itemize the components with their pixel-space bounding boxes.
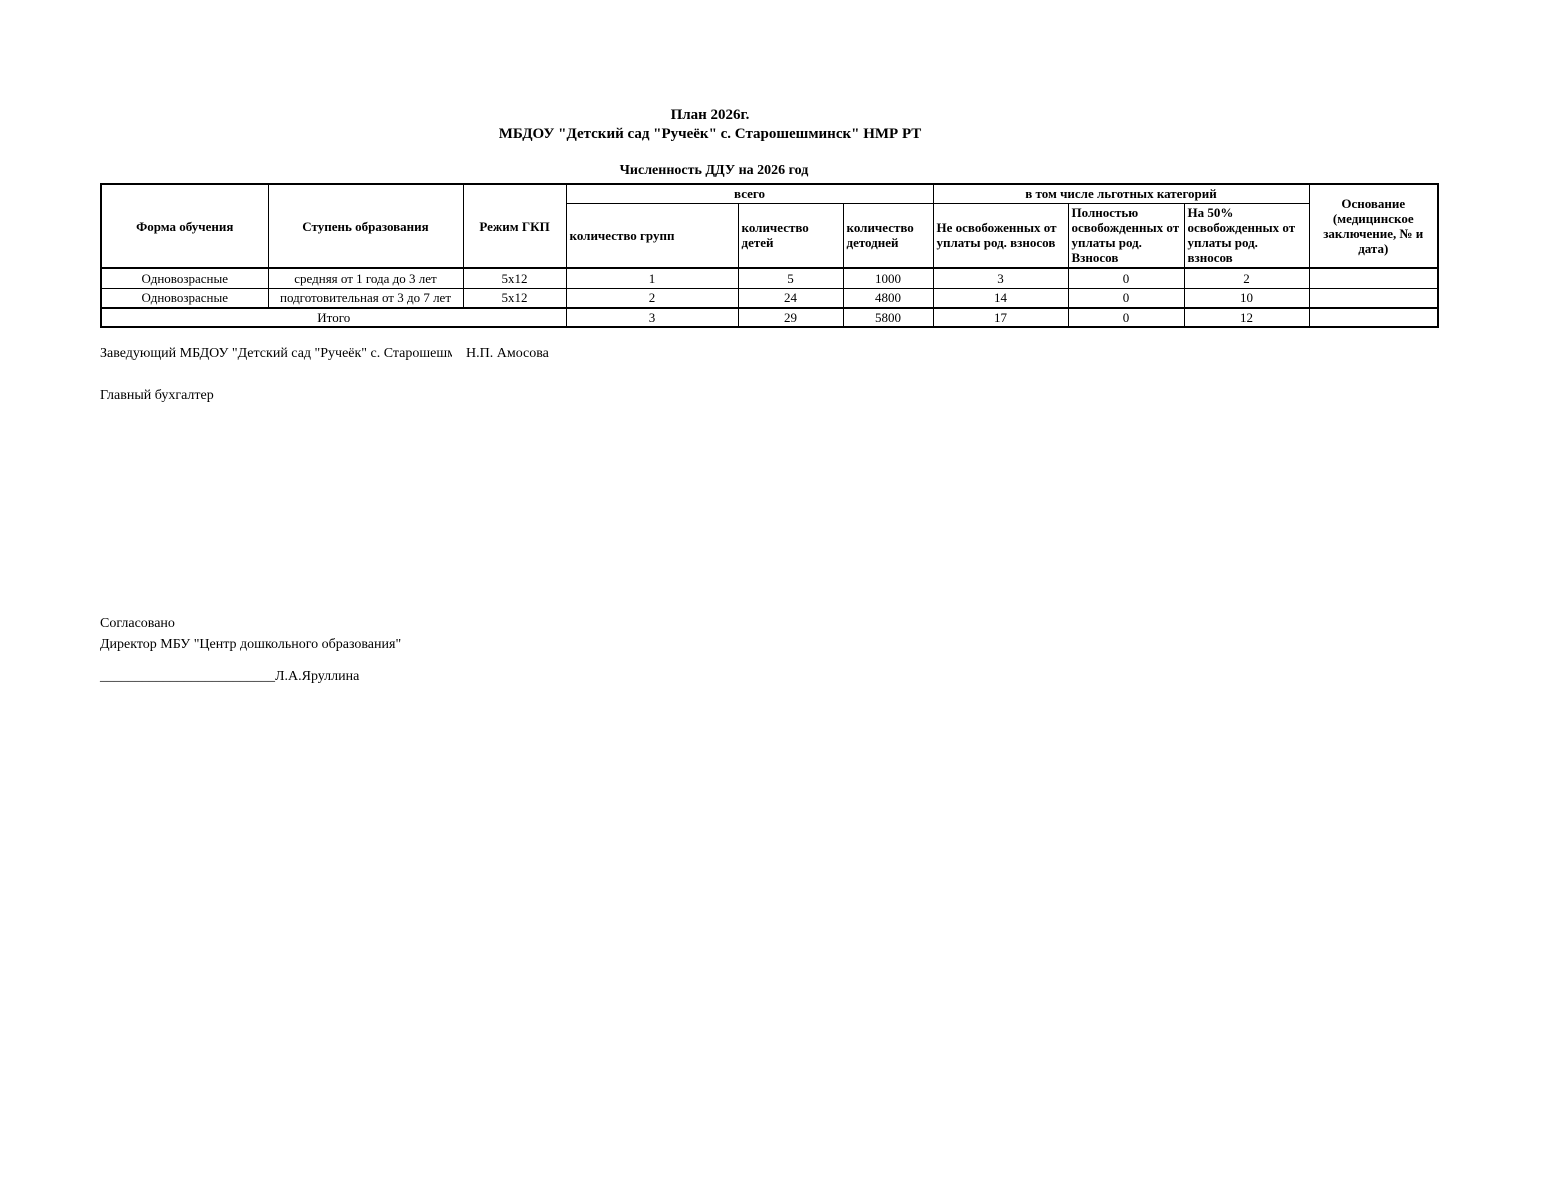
cell-groups: 1 [565,267,739,289]
cell-total-not-exempt: 17 [932,307,1069,328]
cell-not-exempt: 14 [932,287,1069,309]
col-header-total-group: всего [565,183,934,204]
col-header-childdays-count: количество детодней [842,202,934,269]
cell-childdays: 4800 [842,287,934,309]
cell-fully-exempt: 0 [1067,287,1185,309]
cell-not-exempt: 3 [932,267,1069,289]
cell-mode: 5х12 [462,267,567,289]
enrollment-table: Форма обучения Ступень образования Режим… [100,183,1439,328]
col-header-groups-count: количество групп [565,202,739,269]
cell-half-exempt: 2 [1183,267,1310,289]
cell-total-childdays: 5800 [842,307,934,328]
doc-title-line2: МБДОУ "Детский сад "Ручеёк" с. Старошешм… [498,126,922,142]
doc-title-line1: План 2026г. [670,107,750,123]
table-row: Одновозрасные средняя от 1 года до 3 лет… [100,267,1439,289]
col-header-not-exempt: Не освобоженных от уплаты род. взносов [932,202,1069,269]
cell-groups: 2 [565,287,739,309]
cell-fully-exempt: 0 [1067,267,1185,289]
table-row: Одновозрасные подготовительная от 3 до 7… [100,287,1439,309]
header-row-groups: Форма обучения Ступень образования Режим… [100,183,1439,269]
director-signature-line: _________________________Л.А.Яруллина [100,669,359,685]
document-header: План 2026г. МБДОУ "Детский сад "Ручеёк" … [0,106,1420,144]
col-header-benefits-group: в том числе льготных категорий [932,183,1310,204]
signature-blank: _________________________ [100,669,275,684]
head-signature-line: Заведующий МБДОУ "Детский сад "Ручеёк" с… [100,346,549,362]
col-header-basis: Основание (медицинское заключение, № и д… [1308,183,1439,269]
cell-form: Одновозрасные [100,287,269,309]
cell-total-label: Итого [100,307,567,328]
cell-half-exempt: 10 [1183,287,1310,309]
col-header-mode: Режим ГКП [462,183,567,269]
cell-form: Одновозрасные [100,267,269,289]
col-header-children-count: количество детей [737,202,844,269]
cell-basis [1308,287,1439,309]
cell-basis [1308,267,1439,289]
cell-stage: подготовительная от 3 до 7 лет [267,287,464,309]
cell-mode: 5х12 [462,287,567,309]
cell-total-children: 29 [737,307,844,328]
cell-total-half-exempt: 12 [1183,307,1310,328]
cell-childdays: 1000 [842,267,934,289]
header-row-subcolumns: количество групп количество детей количе… [101,202,1438,269]
director-line: Директор МБУ "Центр дошкольного образова… [100,637,402,652]
accountant-line: Главный бухгалтер [100,388,214,403]
cell-total-basis [1308,307,1439,328]
col-header-fully-exempt: Полностью освобожденных от уплаты род. В… [1067,202,1185,269]
signature-name: Л.А.Яруллина [275,669,360,684]
col-header-form: Форма обучения [100,183,269,269]
head-title: Заведующий МБДОУ "Детский сад "Ручеёк" с… [100,346,452,361]
cell-total-fully-exempt: 0 [1067,307,1185,328]
head-name: Н.П. Амосова [466,346,549,361]
cell-stage: средняя от 1 года до 3 лет [267,267,464,289]
cell-children: 5 [737,267,844,289]
col-header-stage: Ступень образования [267,183,464,269]
cell-children: 24 [737,287,844,309]
col-header-half-exempt: На 50% освобожденных от уплаты род. взно… [1183,202,1310,269]
table-total-row: Итого 3 29 5800 17 0 12 [100,307,1439,328]
cell-total-groups: 3 [565,307,739,328]
table-title: Численность ДДУ на 2026 год [619,163,809,178]
agreed-label: Согласовано [100,616,175,631]
